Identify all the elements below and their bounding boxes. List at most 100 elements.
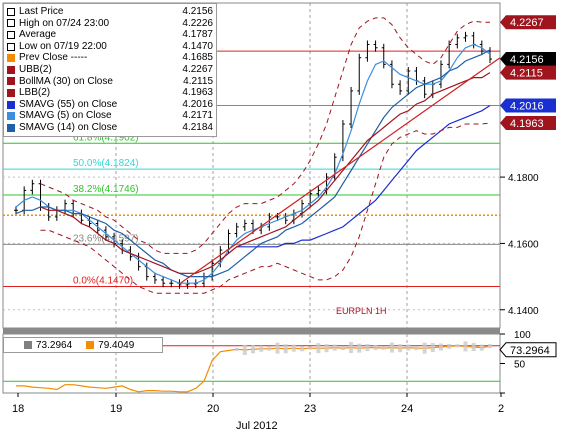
- fib-label-0: 0.0%(4.1470): [73, 276, 133, 287]
- panel-divider: [3, 328, 500, 334]
- indicator-bar: [291, 344, 296, 352]
- legend-label: High on 07/24 23:00: [19, 17, 110, 29]
- legend-row: SMAVG (55) on Close 4.2016: [7, 99, 213, 111]
- legend-label: Average: [19, 29, 57, 41]
- series-line-smavg-14-on-close: [15, 49, 491, 278]
- legend-label: UBB(2): [19, 63, 52, 75]
- indicator-bar: [316, 343, 321, 354]
- x-tick-label-3: 23: [304, 403, 316, 415]
- indicator-value-tag: 73.2964: [499, 342, 557, 358]
- indicator-bar: [389, 342, 394, 353]
- legend-value: 4.1470: [182, 40, 213, 52]
- series-line-bollma-30-on-close: [40, 72, 491, 274]
- legend-swatch: [7, 7, 15, 16]
- indicator-legend-swatch-2: [86, 341, 95, 349]
- legend-swatch: [7, 30, 15, 39]
- legend-swatch: [7, 123, 15, 132]
- legend-label: Prev Close -----: [19, 52, 88, 64]
- legend-row: Average 4.1787: [7, 29, 213, 41]
- legend-swatch: [7, 65, 15, 74]
- series-line-smavg-5-on-close: [15, 43, 491, 284]
- indicator-bar: [463, 341, 468, 352]
- legend-row: UBB(2) 4.2267: [7, 64, 213, 76]
- indicator-bar: [349, 342, 354, 354]
- legend-label: Low on 07/19 22:00: [19, 40, 107, 52]
- indicator-bar: [430, 343, 435, 353]
- indicator-bar: [332, 344, 337, 351]
- legend-value: 4.2016: [182, 98, 213, 110]
- legend-row: Prev Close ----- 4.1685: [7, 52, 213, 64]
- indicator-bar: [455, 344, 460, 348]
- legend-row: BollMA (30) on Close 4.2115: [7, 76, 213, 88]
- indicator-bar: [283, 344, 288, 354]
- series-line-lbb-2-: [40, 122, 491, 294]
- legend-value: 4.2184: [182, 121, 213, 133]
- series-line-ubb-2-: [40, 17, 490, 254]
- indicator-bar: [267, 346, 272, 351]
- ind-y-tick-label-1: 50: [514, 360, 526, 371]
- x-axis-label: Jul 2012: [236, 420, 278, 432]
- legend-value: 4.1685: [182, 52, 213, 64]
- legend-label: SMAVG (55) on Close: [19, 98, 118, 110]
- value-tag-0: 4.2267: [500, 15, 556, 30]
- value-tag-4: 4.1963: [500, 116, 556, 131]
- legend-value: 4.2267: [182, 63, 213, 75]
- legend-label: SMAVG (5) on Close: [19, 110, 112, 122]
- legend-value: 4.2171: [182, 110, 213, 122]
- y-tick-label-1: 4.1600: [508, 239, 539, 250]
- indicator-bar: [414, 346, 419, 351]
- indicator-bar: [373, 345, 378, 351]
- indicator-bar: [357, 343, 362, 353]
- legend-value: 4.1787: [182, 29, 213, 41]
- legend-row: Low on 07/19 22:00 4.1470: [7, 41, 213, 53]
- indicator-legend-value-1: 73.2964: [36, 339, 73, 351]
- indicator-bar: [398, 344, 403, 353]
- indicator-bar: [471, 342, 476, 351]
- value-tag-bg: [500, 98, 556, 113]
- legend-label: Last Price: [19, 6, 64, 17]
- x-tick-label-4: 24: [401, 403, 413, 415]
- value-tag-3: 4.2016: [500, 98, 556, 113]
- value-tag-bg: [500, 52, 556, 67]
- indicator-bar: [488, 344, 492, 349]
- legend-row: LBB(2) 4.1963: [7, 87, 213, 99]
- indicator-bar: [275, 342, 280, 354]
- indicator-legend: 73.2964 79.4049: [3, 337, 163, 353]
- value-tag-text: 4.2115: [510, 68, 543, 80]
- indicator-value-tag-bg: [499, 342, 557, 358]
- x-tick-label-0: 18: [12, 403, 24, 415]
- legend-value: 4.1963: [182, 87, 213, 99]
- value-tag-1: 4.2156: [500, 52, 556, 67]
- indicator-bar: [381, 346, 386, 350]
- legend-swatch: [7, 112, 15, 121]
- indicator-bar: [406, 344, 411, 351]
- x-tick-label-1: 19: [110, 403, 122, 415]
- indicator-bar: [438, 343, 443, 351]
- value-tag-bg: [500, 65, 556, 80]
- value-tag-bg: [500, 15, 556, 30]
- legend-label: BollMA (30) on Close: [19, 75, 113, 87]
- value-tag-2: 4.2115: [500, 65, 556, 80]
- legend-value: 4.2226: [182, 17, 213, 29]
- legend-value: 4.2156: [182, 6, 213, 17]
- fib-label-2: 38.2%(4.1746): [73, 184, 139, 195]
- indicator-legend-swatch-1: [24, 341, 32, 349]
- legend-swatch: [7, 54, 15, 63]
- x-tick-label-5: 2: [498, 403, 504, 415]
- value-tag-bg: [500, 116, 556, 131]
- trend-line: [179, 57, 501, 285]
- legend-swatch: [7, 77, 15, 86]
- indicator-bar: [447, 343, 452, 349]
- legend-row: SMAVG (14) on Close 4.2184: [7, 122, 213, 134]
- indicator-bar: [324, 344, 329, 353]
- legend-value: 4.2115: [183, 75, 213, 87]
- legend-box: Last Price 4.2156 High on 07/24 23:00 4.222…: [3, 3, 217, 137]
- y-tick-label-2: 4.1400: [508, 306, 539, 317]
- legend-swatch: [7, 100, 15, 109]
- y-tick-label-0: 4.1800: [508, 173, 539, 184]
- value-tag-text: 4.2267: [510, 17, 544, 29]
- legend-swatch: [7, 88, 15, 97]
- value-tag-text: 4.1963: [510, 118, 544, 130]
